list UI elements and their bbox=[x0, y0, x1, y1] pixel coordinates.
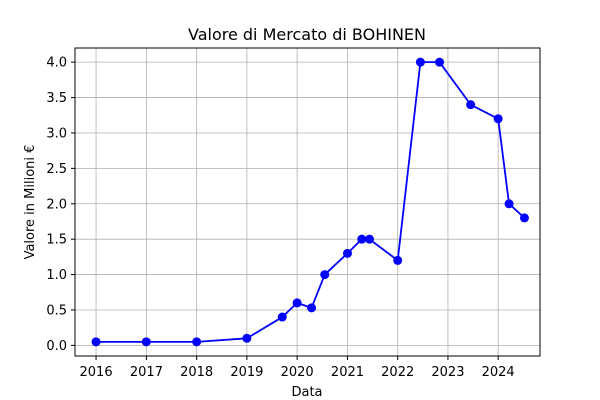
y-tick-label: 3.5 bbox=[46, 91, 67, 106]
data-point bbox=[91, 337, 101, 347]
data-point bbox=[242, 333, 252, 343]
data-point bbox=[192, 337, 202, 347]
data-point bbox=[393, 255, 403, 265]
data-point bbox=[277, 312, 287, 322]
x-tick-label: 2018 bbox=[180, 365, 213, 380]
data-point bbox=[342, 248, 352, 258]
data-point bbox=[466, 100, 476, 110]
series-line bbox=[96, 61, 526, 343]
y-tick-label: 0.5 bbox=[46, 303, 67, 318]
data-point bbox=[415, 57, 425, 67]
data-point bbox=[435, 57, 445, 67]
data-point bbox=[320, 270, 330, 280]
data-point bbox=[493, 114, 503, 124]
grid-lines bbox=[75, 48, 540, 356]
data-point bbox=[307, 303, 317, 313]
x-tick-label: 2023 bbox=[431, 365, 464, 380]
data-point bbox=[504, 199, 514, 209]
x-tick-label: 2024 bbox=[482, 365, 515, 380]
data-point bbox=[292, 298, 302, 308]
data-point bbox=[141, 337, 151, 347]
y-tick-label: 2.5 bbox=[46, 162, 67, 177]
x-tick-label: 2017 bbox=[130, 365, 163, 380]
y-tick-label: 2.0 bbox=[46, 197, 67, 212]
y-tick-label: 0.0 bbox=[46, 339, 67, 354]
y-tick-label: 4.0 bbox=[46, 56, 67, 71]
x-axis-label: Data bbox=[291, 385, 322, 400]
y-tick-label: 1.5 bbox=[46, 233, 67, 248]
x-tick-label: 2016 bbox=[80, 365, 113, 380]
x-tick-label: 2022 bbox=[381, 365, 414, 380]
y-tick-label: 3.0 bbox=[46, 126, 67, 141]
x-tick-label: 2020 bbox=[281, 365, 314, 380]
x-tick-label: 2021 bbox=[331, 365, 364, 380]
x-tick-label: 2019 bbox=[230, 365, 263, 380]
y-axis-label: Valore in Milioni € bbox=[23, 145, 38, 260]
y-tick-label: 1.0 bbox=[46, 268, 67, 283]
chart-title: Valore di Mercato di BOHINEN bbox=[188, 25, 426, 44]
plot-frame bbox=[74, 47, 541, 357]
data-point bbox=[357, 234, 367, 244]
data-point bbox=[519, 213, 529, 223]
axis-ticks: 2016 2017 2018 2019 2020 2021 2022 2023 2024 0.0 0… bbox=[46, 56, 514, 380]
data-point bbox=[364, 234, 374, 244]
series-layer bbox=[91, 57, 529, 347]
